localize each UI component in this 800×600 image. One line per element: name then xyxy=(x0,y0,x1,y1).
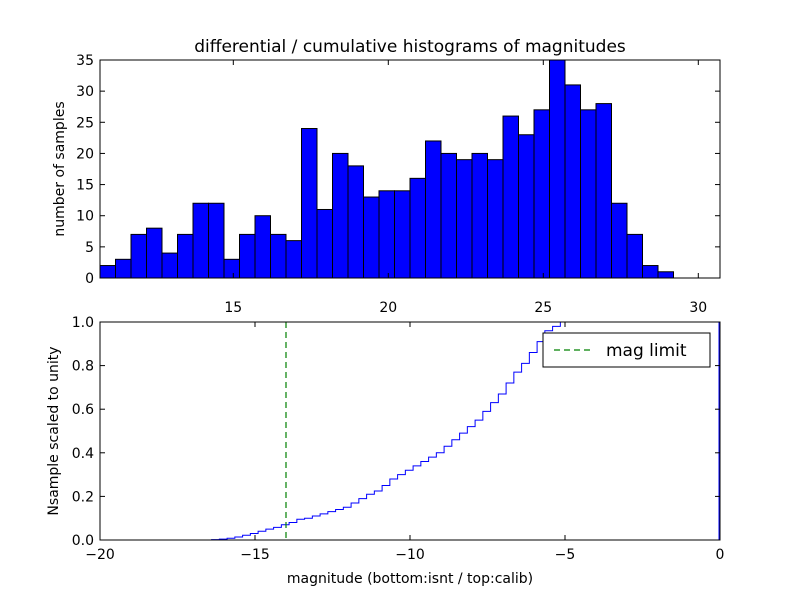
top-chart: differential / cumulative histograms of … xyxy=(52,37,721,316)
top-bars xyxy=(99,59,674,279)
y-tick-label: 5 xyxy=(85,240,94,256)
y-tick-label: 0.0 xyxy=(72,533,94,549)
histogram-bar xyxy=(471,152,488,279)
histogram-bar xyxy=(332,152,349,279)
y-tick-label: 0.8 xyxy=(72,359,94,375)
y-tick-label: 20 xyxy=(76,146,94,162)
top-chart-ylabel: number of samples xyxy=(52,101,68,236)
histogram-bar xyxy=(239,233,256,279)
legend-box xyxy=(542,332,711,368)
histogram-bar xyxy=(487,159,504,279)
histogram-bar xyxy=(626,233,643,279)
y-tick-label: 10 xyxy=(76,209,94,225)
y-tick-label: 30 xyxy=(76,84,94,100)
histogram-bar xyxy=(99,265,116,279)
histogram-bar xyxy=(425,140,442,279)
y-tick-label: 35 xyxy=(76,53,94,69)
histogram-bar xyxy=(456,159,473,279)
histogram-bar xyxy=(502,115,519,279)
bottom-chart: Nsample scaled to unity magnitude (botto… xyxy=(46,315,724,587)
x-tick-label: −10 xyxy=(395,547,425,563)
histogram-bar xyxy=(192,202,209,279)
top-x-axis: 15 20 25 30 xyxy=(224,60,707,316)
histogram-bar xyxy=(580,109,597,279)
y-tick-label: 25 xyxy=(76,115,94,131)
histogram-bar xyxy=(347,165,364,279)
y-tick-label: 1.0 xyxy=(72,315,94,331)
histogram-bar xyxy=(642,265,659,279)
top-y-axis: 0 5 10 15 20 25 30 35 xyxy=(76,53,720,287)
bottom-chart-xlabel: magnitude (bottom:isnt / top:calib) xyxy=(287,571,533,587)
x-tick-label: 30 xyxy=(689,300,707,316)
histogram-bar xyxy=(254,215,271,279)
histogram-bar xyxy=(533,109,550,279)
top-chart-title: differential / cumulative histograms of … xyxy=(194,37,626,57)
histogram-bar xyxy=(301,128,318,279)
legend-label: mag limit xyxy=(606,341,687,361)
x-tick-label: 0 xyxy=(716,547,725,563)
histogram-bar xyxy=(549,59,566,279)
histogram-bar xyxy=(363,196,380,279)
histogram-bar xyxy=(223,258,240,279)
x-tick-label: −20 xyxy=(85,547,115,563)
top-plot-frame xyxy=(99,59,721,279)
x-tick-label: −5 xyxy=(555,547,576,563)
cumulative-series-line xyxy=(100,321,720,541)
histogram-bar xyxy=(409,177,426,279)
y-tick-label: 15 xyxy=(76,178,94,194)
histogram-bar xyxy=(161,252,178,279)
histogram-bar xyxy=(595,103,612,279)
histogram-bar xyxy=(657,271,674,279)
histogram-bar xyxy=(130,233,147,279)
histogram-bar xyxy=(285,240,302,279)
histogram-bar xyxy=(177,233,194,279)
histogram-bar xyxy=(394,190,411,279)
histogram-bar xyxy=(270,233,287,279)
histogram-bar xyxy=(440,152,457,279)
y-tick-label: 0 xyxy=(85,271,94,287)
bottom-y-axis: 0.0 0.2 0.4 0.6 0.8 1.0 xyxy=(72,315,720,549)
x-tick-label: 20 xyxy=(379,300,397,316)
histogram-bar xyxy=(378,190,395,279)
histogram-bar xyxy=(115,258,132,279)
histogram-bar xyxy=(611,202,628,279)
histogram-bar xyxy=(208,202,225,279)
histogram-bar xyxy=(146,227,163,279)
x-tick-label: 25 xyxy=(534,300,552,316)
y-tick-label: 0.4 xyxy=(72,446,94,462)
bottom-chart-ylabel: Nsample scaled to unity xyxy=(46,346,62,515)
y-tick-label: 0.2 xyxy=(72,489,94,505)
bottom-x-axis: −20 −15 −10 −5 0 xyxy=(85,322,724,563)
histogram-bar xyxy=(564,84,581,279)
x-tick-label: 15 xyxy=(224,300,242,316)
histogram-bar xyxy=(316,208,333,279)
histogram-bar xyxy=(518,134,535,279)
x-tick-label: −15 xyxy=(240,547,270,563)
y-tick-label: 0.6 xyxy=(72,402,94,418)
legend: mag limit xyxy=(542,332,711,368)
